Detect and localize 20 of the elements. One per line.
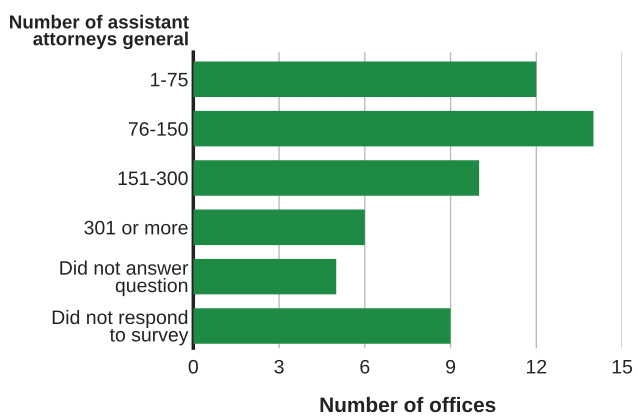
- bar: [193, 110, 594, 146]
- y-tick-label: 151-300: [118, 171, 188, 186]
- bar: [193, 308, 451, 344]
- y-tick-label: 301 or more: [84, 220, 188, 235]
- y-tick-label: Did not respond to survey: [52, 310, 188, 346]
- y-axis-title: Number of assistant attorneys general: [10, 14, 189, 50]
- x-tick-label: 9: [446, 360, 456, 374]
- bar: [193, 160, 480, 196]
- x-tick-label: 0: [188, 360, 198, 374]
- x-axis-title: Number of offices: [320, 396, 496, 412]
- x-tick-label: 3: [274, 360, 284, 374]
- y-tick-label: Did not answer question: [60, 260, 188, 296]
- x-tick-label: 15: [612, 360, 632, 374]
- x-tick-label: 6: [360, 360, 370, 374]
- x-tick-label: 12: [526, 360, 546, 374]
- y-tick-label: 1-75: [151, 72, 188, 86]
- bar: [193, 210, 365, 246]
- bar: [193, 258, 336, 294]
- y-tick-label: 76-150: [128, 122, 188, 136]
- bar: [193, 62, 536, 98]
